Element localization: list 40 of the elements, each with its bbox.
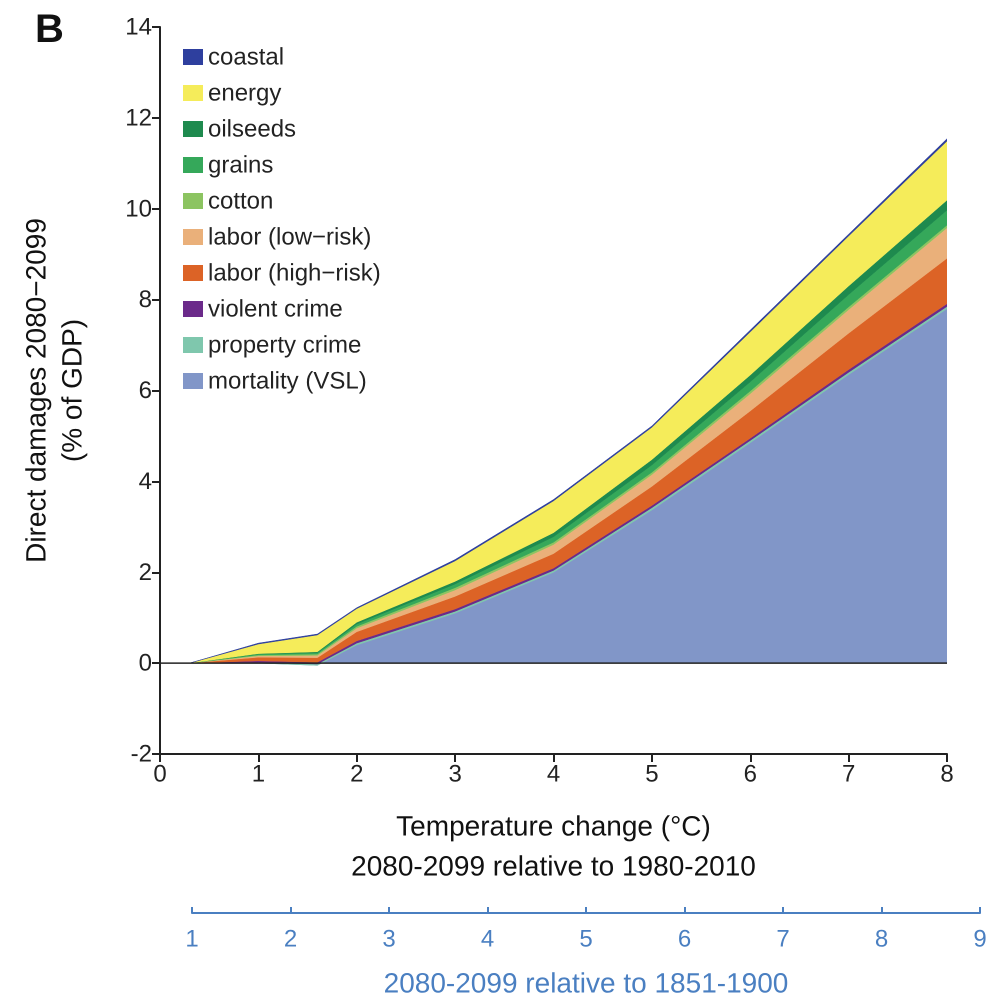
y-tick-label: 6 xyxy=(138,377,152,404)
legend-label: energy xyxy=(208,80,282,106)
x2-axis-title: 2080-2099 relative to 1851-1900 xyxy=(384,968,788,998)
x-axis-title: Temperature change (°C) 2080-2099 relative to 1980-2010 xyxy=(351,810,756,882)
x-tick-label: 1 xyxy=(252,760,266,788)
y-axis-title: Direct damages 2080−2099 (% of GDP) xyxy=(20,218,88,563)
legend-label: labor (high−risk) xyxy=(208,260,381,286)
y-tick-label: 14 xyxy=(125,14,152,40)
legend-label: property crime xyxy=(208,332,362,358)
x2-tick-label: 7 xyxy=(776,926,790,952)
x-tick-label: 3 xyxy=(448,760,462,788)
legend-label: coastal xyxy=(208,44,284,70)
legend-label: grains xyxy=(208,152,274,178)
x-tick-label: 8 xyxy=(940,760,954,788)
legend-label: violent crime xyxy=(208,296,343,322)
y-tick-label: 10 xyxy=(125,195,152,222)
x-tick-label: 4 xyxy=(546,760,560,788)
y-tick-label: -2 xyxy=(130,740,152,768)
x-tick-label: 6 xyxy=(744,760,757,788)
legend-label: labor (low−risk) xyxy=(208,224,372,250)
x2-tick-label: 8 xyxy=(874,926,888,952)
y-tick-label: 2 xyxy=(138,558,152,586)
y-tick-label: 12 xyxy=(125,104,152,132)
x2-tick-label: 9 xyxy=(973,926,987,952)
legend-label: cotton xyxy=(208,188,274,214)
x-tick-label: 5 xyxy=(645,760,659,788)
y-tick-label: 0 xyxy=(138,650,152,677)
legend-label: oilseeds xyxy=(208,116,296,142)
x-tick-label: 7 xyxy=(842,760,856,788)
legend-label: mortality (VSL) xyxy=(208,368,367,394)
x2-tick-label: 4 xyxy=(480,926,494,952)
y-tick-label: 4 xyxy=(138,468,152,495)
x2-tick-label: 1 xyxy=(185,926,199,952)
x-tick-label: 2 xyxy=(350,760,364,788)
x2-tick-label: 3 xyxy=(382,926,396,952)
chart-title: B xyxy=(35,7,64,51)
x2-tick-label: 2 xyxy=(284,926,298,952)
x2-tick-label: 5 xyxy=(579,926,593,952)
x2-tick-label: 6 xyxy=(678,926,692,952)
y-tick-label: 8 xyxy=(138,286,152,314)
